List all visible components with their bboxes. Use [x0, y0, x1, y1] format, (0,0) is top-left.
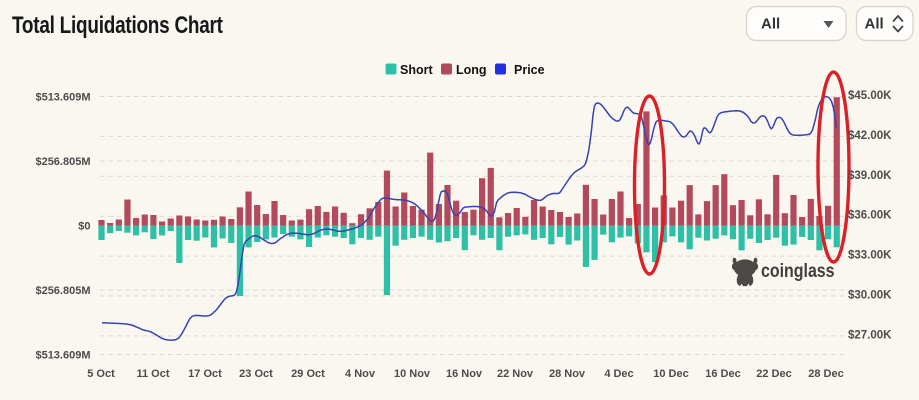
svg-text:29 Oct: 29 Oct — [291, 368, 325, 380]
svg-text:22 Dec: 22 Dec — [756, 368, 791, 380]
svg-text:28 Dec: 28 Dec — [808, 368, 843, 380]
svg-text:4 Dec: 4 Dec — [604, 368, 633, 380]
svg-text:16 Dec: 16 Dec — [705, 368, 740, 380]
svg-text:$256.805M: $256.805M — [35, 156, 90, 168]
svg-text:16 Nov: 16 Nov — [446, 368, 483, 380]
svg-text:5 Oct: 5 Oct — [87, 368, 115, 380]
svg-text:Short: Short — [400, 63, 433, 77]
svg-text:28 Nov: 28 Nov — [549, 368, 586, 380]
svg-text:10 Nov: 10 Nov — [394, 368, 431, 380]
svg-text:$36.00K: $36.00K — [848, 210, 892, 222]
svg-text:$45.00K: $45.00K — [848, 90, 892, 102]
svg-text:$256.805M: $256.805M — [35, 285, 90, 297]
svg-text:All: All — [761, 16, 780, 33]
svg-text:17 Oct: 17 Oct — [188, 368, 222, 380]
svg-text:Price: Price — [514, 63, 545, 77]
svg-text:4 Nov: 4 Nov — [345, 368, 376, 380]
svg-text:Long: Long — [456, 63, 487, 77]
svg-text:$513.609M: $513.609M — [35, 92, 90, 104]
svg-text:Total Liquidations Chart: Total Liquidations Chart — [12, 11, 223, 39]
svg-text:$27.00K: $27.00K — [848, 329, 892, 341]
svg-text:$30.00K: $30.00K — [848, 290, 892, 302]
svg-text:$0: $0 — [78, 221, 90, 233]
svg-text:$42.00K: $42.00K — [848, 130, 892, 142]
svg-text:$39.00K: $39.00K — [848, 170, 892, 182]
svg-text:22 Nov: 22 Nov — [497, 368, 534, 380]
svg-text:11 Oct: 11 Oct — [136, 368, 169, 380]
svg-text:23 Oct: 23 Oct — [239, 368, 273, 380]
svg-text:10 Dec: 10 Dec — [653, 368, 688, 380]
svg-text:coinglass: coinglass — [761, 260, 835, 282]
svg-text:$33.00K: $33.00K — [848, 250, 892, 262]
svg-text:All: All — [865, 16, 884, 33]
svg-text:$513.609M: $513.609M — [35, 350, 90, 362]
